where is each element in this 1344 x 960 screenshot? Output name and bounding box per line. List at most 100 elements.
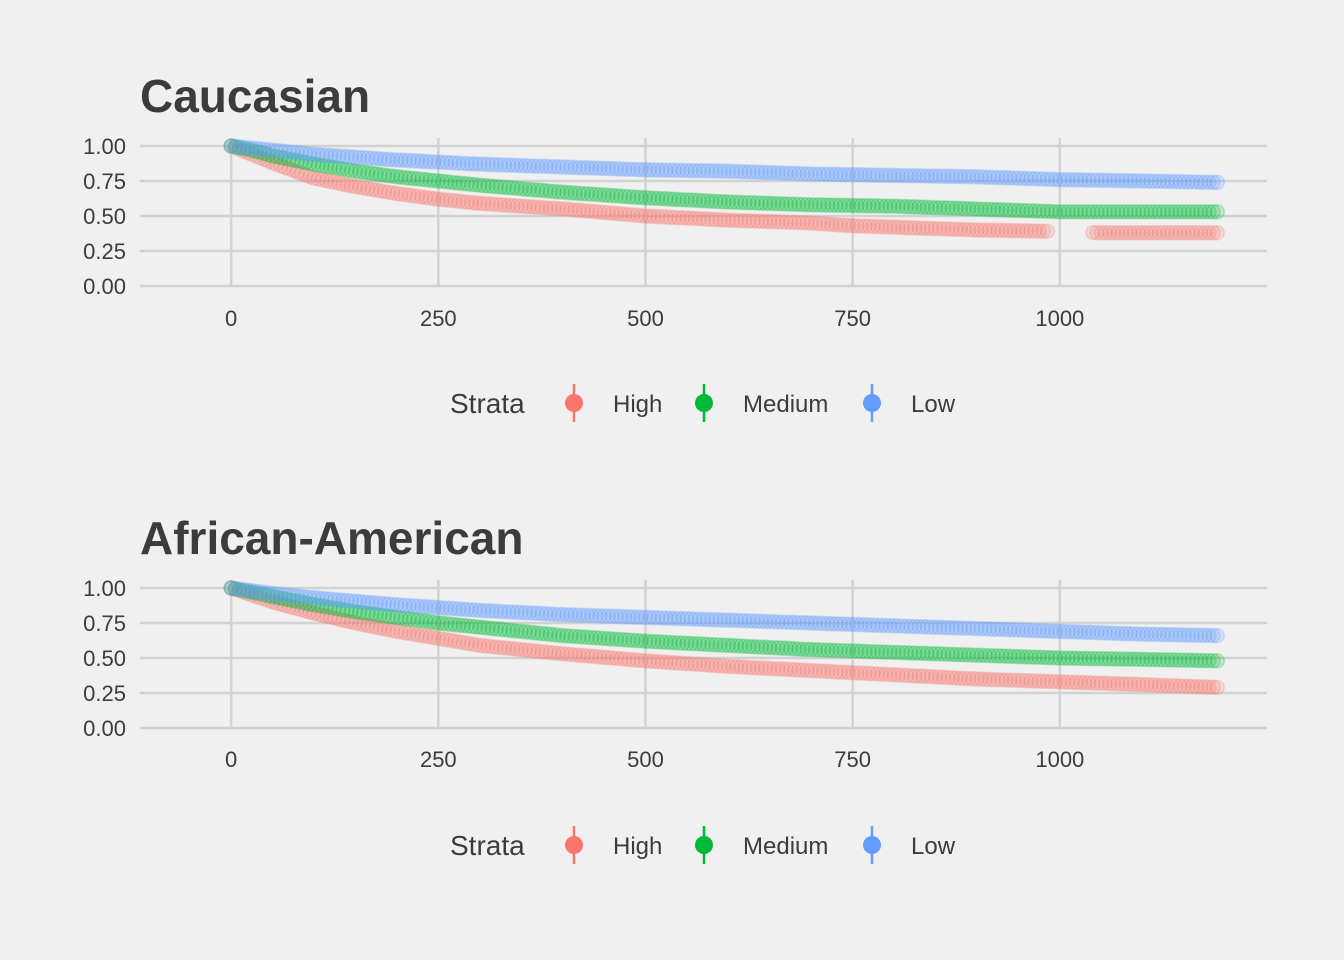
data-point [1180,204,1197,220]
data-point [567,202,583,218]
data-point [1023,170,1039,187]
data-point [1114,676,1130,692]
data-point [720,194,737,210]
data-point [786,196,803,212]
data-point [820,197,836,213]
data-point [741,638,757,655]
data-point [1047,203,1064,220]
data-point [985,201,1002,218]
data-point [384,622,401,639]
data-point [380,596,397,612]
data-point [865,218,882,235]
data-point [1143,204,1159,220]
data-point [774,640,790,656]
data-point [708,193,724,210]
data-point [1105,651,1122,667]
data-point [517,198,534,215]
data-point [273,596,289,612]
data-point [1018,672,1035,689]
data-point [1101,675,1118,692]
data-point [724,658,741,675]
data-point [782,196,799,212]
data-point [633,207,650,224]
data-point [762,213,778,230]
data-point [907,618,923,635]
data-point [948,620,964,636]
data-point [969,671,985,687]
data-point [641,609,658,626]
data-point [575,203,592,219]
legend-label-high: High [613,833,662,860]
data-point [687,656,703,672]
data-point [1023,649,1039,665]
data-point [538,158,554,175]
data-point [940,669,956,686]
data-point [273,149,289,166]
data-point [1126,676,1143,693]
data-point [1155,173,1172,190]
data-point [455,175,471,192]
data-point [898,667,915,684]
data-point [973,201,989,217]
data-point [430,630,447,647]
data-point [509,641,525,657]
data-point [248,140,264,157]
data-point [1126,626,1143,642]
data-point [985,222,1002,239]
data-point [923,668,940,685]
data-point [824,663,840,680]
data-point [252,584,268,600]
data-point [360,594,376,611]
data-point [405,153,422,169]
data-point [662,610,679,626]
data-point [380,621,397,638]
data-point [952,646,969,663]
data-point [231,583,248,599]
data-point [873,219,890,235]
data-point [326,610,343,626]
series-low [223,138,1226,191]
data-point [733,212,749,229]
data-point [567,185,583,201]
data-point [762,613,778,630]
data-point [1097,225,1114,241]
data-point [244,587,260,603]
data-point [521,642,538,659]
data-point [840,643,857,659]
data-point [927,646,944,662]
data-point [612,608,629,625]
legend-label-low: Low [911,391,956,418]
data-point [1060,171,1076,188]
data-point [1201,627,1217,644]
data-point [1093,204,1110,220]
data-point [434,600,451,616]
data-point [554,606,571,623]
data-point [960,221,977,238]
data-point [239,582,256,598]
data-point [720,163,737,179]
data-point [886,219,902,235]
data-point [480,156,496,173]
data-point [1014,648,1031,665]
data-point [977,621,994,637]
data-point [1176,225,1192,241]
panel-title: African-American [140,512,523,564]
data-point [322,173,339,190]
data-point [849,218,865,234]
data-point [1023,203,1039,219]
data-point [1010,622,1027,638]
data-point [268,586,285,602]
data-point [1180,627,1197,643]
data-point [1184,204,1201,220]
data-point [1010,672,1027,689]
data-point [414,598,430,615]
data-point [1081,675,1097,691]
x-tick-label: 1000 [1035,747,1084,772]
data-point [1010,648,1027,665]
data-point [463,194,480,211]
data-point [728,194,745,211]
data-point [1122,651,1139,667]
data-point [397,610,413,627]
data-point [1035,649,1052,666]
data-point [360,150,376,166]
